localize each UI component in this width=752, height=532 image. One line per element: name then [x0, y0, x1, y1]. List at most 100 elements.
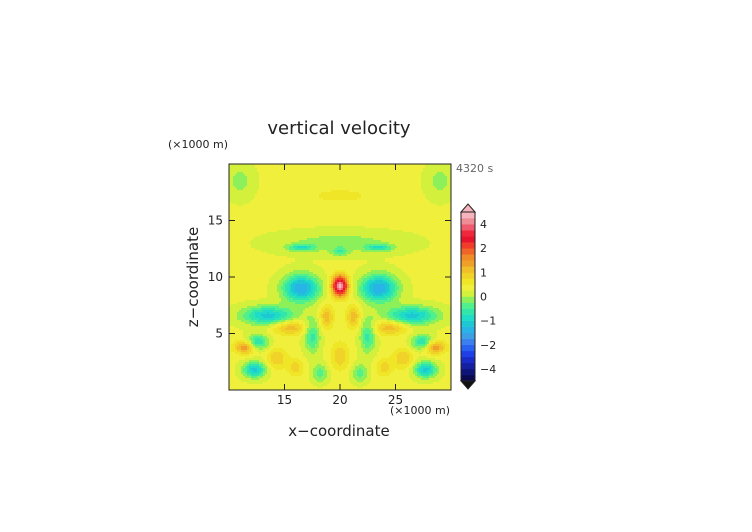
- heatmap-cell: [433, 178, 436, 181]
- heatmap-cell: [287, 178, 290, 181]
- heatmap-cell: [427, 188, 430, 191]
- heatmap-cell: [393, 250, 396, 253]
- heatmap-cell: [333, 210, 336, 213]
- heatmap-cell: [437, 236, 440, 239]
- heatmap-cell: [301, 200, 304, 203]
- heatmap-cell: [409, 238, 412, 241]
- heatmap-cell: [425, 170, 428, 173]
- heatmap-cell: [267, 188, 270, 191]
- heatmap-cell: [373, 228, 376, 231]
- heatmap-cell: [447, 164, 450, 167]
- heatmap-cell: [427, 182, 430, 185]
- heatmap-cell: [333, 246, 336, 249]
- heatmap-cell: [427, 226, 430, 229]
- heatmap-cell: [379, 234, 382, 237]
- heatmap-cell: [249, 188, 252, 191]
- heatmap-cell: [327, 196, 330, 199]
- heatmap-cell: [297, 238, 300, 241]
- heatmap-cell: [237, 250, 240, 253]
- heatmap-cell: [279, 180, 282, 183]
- heatmap-cell: [397, 186, 400, 189]
- heatmap-cell: [425, 180, 428, 183]
- heatmap-cell: [403, 224, 406, 227]
- heatmap-cell: [431, 200, 434, 203]
- heatmap-cell: [313, 176, 316, 179]
- heatmap-cell: [427, 250, 430, 253]
- heatmap-cell: [379, 174, 382, 177]
- heatmap-cell: [427, 200, 430, 203]
- heatmap-cell: [305, 252, 308, 255]
- heatmap-cell: [437, 196, 440, 199]
- heatmap-cell: [283, 248, 286, 251]
- heatmap-cell: [283, 202, 286, 205]
- heatmap-cell: [259, 226, 262, 229]
- heatmap-cell: [267, 220, 270, 223]
- heatmap-cell: [287, 210, 290, 213]
- heatmap-cell: [313, 234, 316, 237]
- heatmap-cell: [389, 186, 392, 189]
- heatmap-cell: [323, 168, 326, 171]
- heatmap-cell: [383, 238, 386, 241]
- heatmap-cell: [311, 228, 314, 231]
- heatmap-cell: [285, 238, 288, 241]
- heatmap-cell: [321, 174, 324, 177]
- heatmap-cell: [327, 190, 330, 193]
- heatmap-cell: [395, 218, 398, 221]
- heatmap-cell: [433, 222, 436, 225]
- heatmap-cell: [365, 202, 368, 205]
- heatmap-cell: [297, 240, 300, 243]
- heatmap-cell: [297, 204, 300, 207]
- heatmap-cell: [279, 174, 282, 177]
- heatmap-cell: [339, 248, 342, 251]
- heatmap-cell: [395, 224, 398, 227]
- heatmap-cell: [319, 192, 322, 195]
- heatmap-cell: [391, 234, 394, 237]
- heatmap-cell: [405, 194, 408, 197]
- heatmap-cell: [385, 240, 388, 243]
- heatmap-cell: [331, 236, 334, 239]
- heatmap-cell: [393, 188, 396, 191]
- heatmap-cell: [369, 198, 372, 201]
- heatmap-cell: [445, 204, 448, 207]
- heatmap-cell: [277, 244, 280, 247]
- heatmap-cell: [317, 200, 320, 203]
- heatmap-cell: [285, 192, 288, 195]
- heatmap-cell: [441, 194, 444, 197]
- heatmap-cell: [307, 248, 310, 251]
- heatmap-cell: [427, 210, 430, 213]
- heatmap-cell: [335, 232, 338, 235]
- heatmap-cell: [273, 242, 276, 245]
- heatmap-cell: [405, 174, 408, 177]
- heatmap-cell: [389, 240, 392, 243]
- heatmap-cell: [289, 180, 292, 183]
- heatmap-cell: [339, 246, 342, 249]
- heatmap-cell: [441, 188, 444, 191]
- heatmap-cell: [421, 206, 424, 209]
- heatmap-cell: [415, 240, 418, 243]
- heatmap-cell: [277, 198, 280, 201]
- heatmap-cell: [383, 206, 386, 209]
- heatmap-cell: [245, 248, 248, 251]
- heatmap-cell: [243, 202, 246, 205]
- heatmap-cell: [407, 228, 410, 231]
- heatmap-cell: [267, 178, 270, 181]
- heatmap-cell: [441, 232, 444, 235]
- heatmap-cell: [239, 198, 242, 201]
- heatmap-cell: [443, 216, 446, 219]
- heatmap-cell: [341, 248, 344, 251]
- heatmap-cell: [355, 168, 358, 171]
- heatmap-cell: [263, 192, 266, 195]
- heatmap-cell: [241, 168, 244, 171]
- heatmap-cell: [263, 220, 266, 223]
- heatmap-cell: [401, 252, 404, 255]
- heatmap-cell: [343, 212, 346, 215]
- heatmap-cell: [295, 216, 298, 219]
- heatmap-cell: [275, 200, 278, 203]
- heatmap-cell: [263, 246, 266, 249]
- heatmap-cell: [449, 174, 452, 177]
- heatmap-cell: [411, 236, 414, 239]
- heatmap-cell: [405, 238, 408, 241]
- heatmap-cell: [311, 172, 314, 175]
- heatmap-cell: [273, 244, 276, 247]
- heatmap-cell: [315, 174, 318, 177]
